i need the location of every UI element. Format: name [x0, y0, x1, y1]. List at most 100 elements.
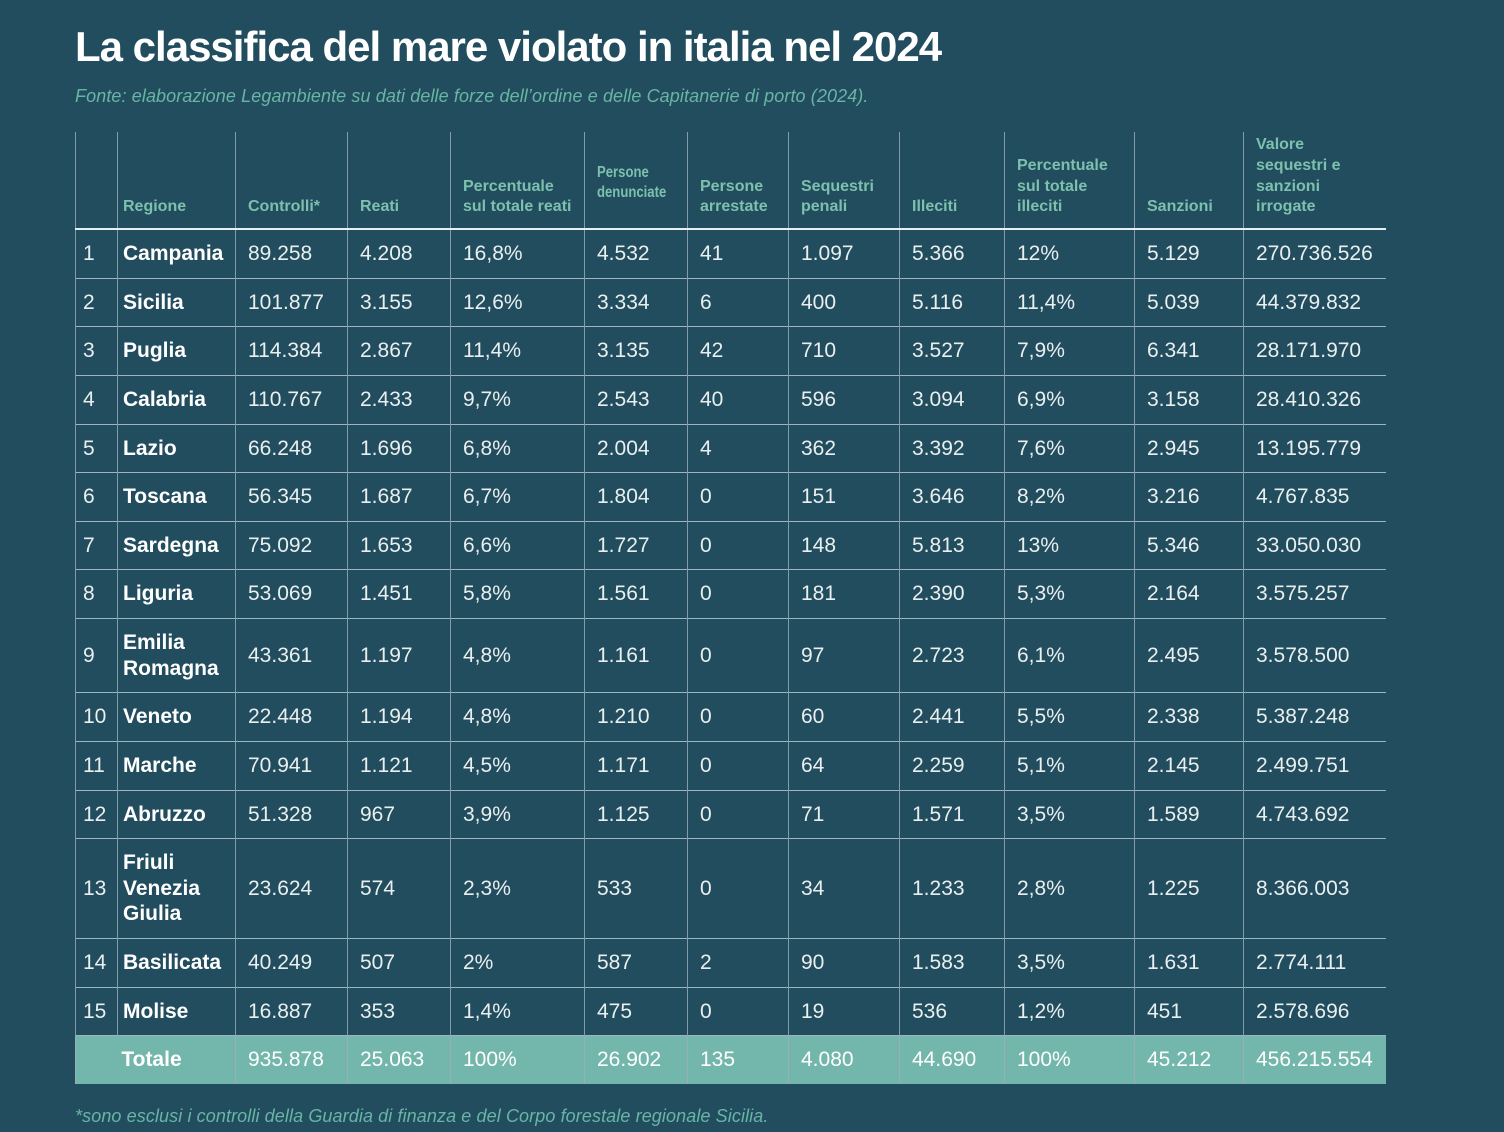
value-cell: 5,1% — [1004, 740, 1135, 790]
total-value-cell: 135 — [687, 1035, 789, 1084]
table-row: 5 Lazio 66.248 1.696 6,8% 2.004 4 362 3.392 7,6% 2… — [75, 423, 1386, 473]
value-cell: 5.116 — [899, 277, 1005, 327]
rank-cell: 8 — [75, 569, 118, 619]
value-cell: 1.171 — [584, 740, 688, 790]
value-cell: 90 — [788, 937, 900, 988]
value-cell: 3,5% — [1004, 937, 1135, 988]
value-cell: 44.379.832 — [1243, 277, 1386, 327]
value-cell: 710 — [788, 326, 900, 376]
total-value-cell: 935.878 — [235, 1035, 348, 1084]
value-cell: 151 — [788, 472, 900, 522]
value-cell: 114.384 — [235, 326, 348, 376]
value-cell: 1.451 — [347, 569, 451, 619]
column-header: Reati — [347, 132, 451, 231]
value-cell: 5.813 — [899, 520, 1005, 570]
value-cell: 2.433 — [347, 375, 451, 425]
table-row: 8 Liguria 53.069 1.451 5,8% 1.561 0 181 2.390 5,3… — [75, 569, 1386, 619]
value-cell: 3.216 — [1134, 472, 1244, 522]
value-cell: 5,3% — [1004, 569, 1135, 619]
value-cell: 2 — [687, 937, 789, 988]
region-cell: Sicilia — [117, 277, 236, 327]
value-cell: 0 — [687, 740, 789, 790]
value-cell: 0 — [687, 569, 789, 619]
table-row: 2 Sicilia 101.877 3.155 12,6% 3.334 6 400 5.116 1… — [75, 277, 1386, 327]
value-cell: 101.877 — [235, 277, 348, 327]
value-cell: 1.804 — [584, 472, 688, 522]
value-cell: 6.341 — [1134, 326, 1244, 376]
value-cell: 0 — [687, 838, 789, 939]
value-cell: 3.158 — [1134, 375, 1244, 425]
value-cell: 40.249 — [235, 937, 348, 988]
value-cell: 6,6% — [450, 520, 585, 570]
source-note: Fonte: elaborazione Legambiente su dati … — [75, 86, 869, 107]
value-cell: 3,5% — [1004, 789, 1135, 839]
value-cell: 574 — [347, 838, 451, 939]
value-cell: 34 — [788, 838, 900, 939]
value-cell: 1.210 — [584, 692, 688, 742]
value-cell: 40 — [687, 375, 789, 425]
value-cell: 3,9% — [450, 789, 585, 839]
value-cell: 2.441 — [899, 692, 1005, 742]
value-cell: 66.248 — [235, 423, 348, 473]
total-value-cell: 100% — [450, 1035, 585, 1084]
total-label-cell: Totale — [75, 1035, 236, 1084]
value-cell: 1,2% — [1004, 986, 1135, 1036]
column-header: Persone arrestate — [687, 132, 789, 231]
value-cell: 0 — [687, 472, 789, 522]
rank-cell: 15 — [75, 986, 118, 1036]
value-cell: 28.410.326 — [1243, 375, 1386, 425]
value-cell: 8.366.003 — [1243, 838, 1386, 939]
value-cell: 967 — [347, 789, 451, 839]
value-cell: 5.387.248 — [1243, 692, 1386, 742]
rank-cell: 9 — [75, 618, 118, 693]
value-cell: 4 — [687, 423, 789, 473]
value-cell: 2.774.111 — [1243, 937, 1386, 988]
value-cell: 1.121 — [347, 740, 451, 790]
value-cell: 4.532 — [584, 229, 688, 279]
value-cell: 1.194 — [347, 692, 451, 742]
value-cell: 1.727 — [584, 520, 688, 570]
value-cell: 75.092 — [235, 520, 348, 570]
total-value-cell: 44.690 — [899, 1035, 1005, 1084]
value-cell: 0 — [687, 618, 789, 693]
rank-cell: 12 — [75, 789, 118, 839]
value-cell: 71 — [788, 789, 900, 839]
value-cell: 110.767 — [235, 375, 348, 425]
column-header — [75, 132, 118, 231]
value-cell: 1.097 — [788, 229, 900, 279]
total-row: Totale 935.878 25.063 100% 26.902 135 4.080 44.… — [75, 1035, 1386, 1084]
value-cell: 0 — [687, 692, 789, 742]
value-cell: 1.233 — [899, 838, 1005, 939]
table-row: 12 Abruzzo 51.328 967 3,9% 1.125 0 71 1.571 3,5% 1… — [75, 789, 1386, 839]
region-cell: Puglia — [117, 326, 236, 376]
value-cell: 2,3% — [450, 838, 585, 939]
total-value-cell: 456.215.554 — [1243, 1035, 1386, 1084]
rank-cell: 2 — [75, 277, 118, 327]
value-cell: 1.197 — [347, 618, 451, 693]
value-cell: 6,9% — [1004, 375, 1135, 425]
value-cell: 4.767.835 — [1243, 472, 1386, 522]
column-header: Persone denunciate — [584, 132, 688, 231]
header-row: Regione Controlli* Reati Percentuale sul to… — [75, 132, 1386, 231]
value-cell: 2.945 — [1134, 423, 1244, 473]
value-cell: 1.696 — [347, 423, 451, 473]
value-cell: 451 — [1134, 986, 1244, 1036]
value-cell: 0 — [687, 986, 789, 1036]
value-cell: 4,5% — [450, 740, 585, 790]
value-cell: 33.050.030 — [1243, 520, 1386, 570]
value-cell: 2.499.751 — [1243, 740, 1386, 790]
value-cell: 4,8% — [450, 618, 585, 693]
column-header: Controlli* — [235, 132, 348, 231]
region-cell: Toscana — [117, 472, 236, 522]
value-cell: 1.583 — [899, 937, 1005, 988]
region-cell: Emilia Romagna — [117, 618, 236, 693]
value-cell: 2.543 — [584, 375, 688, 425]
value-cell: 3.527 — [899, 326, 1005, 376]
table-row: 7 Sardegna 75.092 1.653 6,6% 1.727 0 148 5.813 13… — [75, 520, 1386, 570]
value-cell: 6,7% — [450, 472, 585, 522]
rank-cell: 5 — [75, 423, 118, 473]
value-cell: 2.867 — [347, 326, 451, 376]
region-cell: Calabria — [117, 375, 236, 425]
value-cell: 28.171.970 — [1243, 326, 1386, 376]
